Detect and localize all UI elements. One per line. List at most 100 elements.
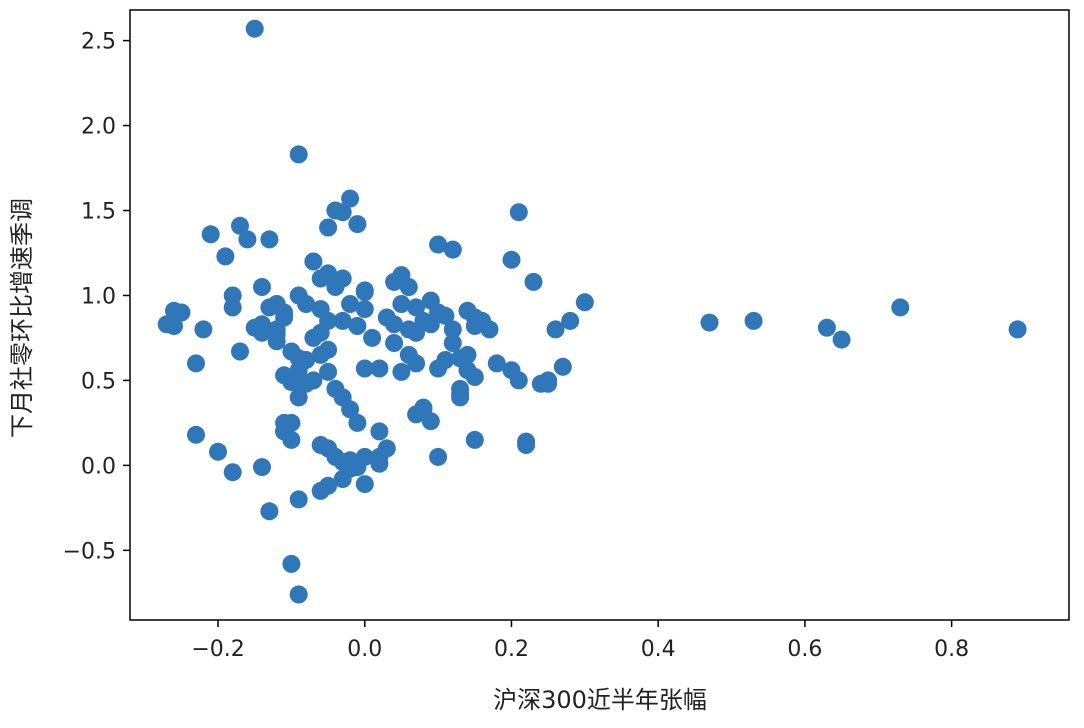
y-tick-label: 0.5 (81, 369, 116, 394)
data-point (700, 313, 719, 332)
data-point (458, 301, 477, 320)
data-point (392, 295, 411, 313)
data-point (451, 388, 470, 407)
data-point (443, 240, 462, 259)
x-tick-label: 0.0 (347, 637, 382, 662)
data-point (392, 362, 411, 381)
data-point (260, 502, 279, 521)
data-point (187, 354, 205, 373)
data-point (253, 323, 271, 342)
x-tick-label: 0.6 (787, 637, 822, 662)
data-point (326, 201, 345, 220)
data-point (245, 19, 264, 38)
data-point (341, 400, 360, 419)
data-point (289, 490, 308, 509)
x-tick-label: 0.8 (934, 637, 969, 662)
data-point (363, 328, 382, 347)
data-point (319, 362, 338, 381)
data-point (517, 432, 536, 451)
data-point (539, 374, 558, 393)
data-point (231, 216, 249, 235)
data-point (194, 320, 213, 339)
y-tick-label: 2.0 (81, 115, 116, 140)
data-point (157, 315, 176, 334)
data-point (385, 272, 404, 291)
data-point (407, 298, 426, 317)
data-point (509, 203, 528, 222)
y-tick-label: 1.5 (81, 200, 116, 225)
data-point (289, 388, 308, 407)
data-point (399, 278, 418, 296)
data-point (370, 359, 389, 378)
data-point (341, 189, 360, 208)
data-point (282, 430, 301, 449)
data-point (209, 442, 227, 461)
x-axis-label: 沪深300近半年张幅 (493, 686, 707, 714)
data-point (348, 317, 367, 335)
data-point (465, 317, 484, 335)
data-point (311, 323, 330, 342)
data-point (333, 470, 352, 488)
data-point (832, 330, 851, 349)
data-point (465, 430, 484, 449)
y-tick-label: 0.0 (81, 454, 116, 479)
data-point (458, 345, 477, 364)
data-point (341, 295, 360, 313)
data-point (502, 250, 521, 269)
y-axis-label: 下月社零环比增速季调 (8, 198, 36, 438)
data-point (546, 320, 565, 339)
data-point (891, 298, 910, 317)
data-point (436, 306, 455, 325)
data-point (355, 359, 374, 378)
data-point (282, 342, 301, 361)
data-point (407, 354, 426, 373)
data-point (201, 225, 220, 244)
data-point (223, 463, 242, 482)
data-point (319, 340, 338, 359)
data-point (385, 315, 404, 334)
data-point (575, 293, 594, 312)
data-point (187, 425, 205, 444)
data-point (480, 320, 499, 339)
data-point (465, 368, 484, 386)
data-point (289, 585, 308, 604)
data-point (326, 447, 345, 466)
data-point (443, 334, 462, 352)
data-point (216, 247, 235, 266)
data-point (333, 269, 352, 288)
data-point (348, 458, 367, 477)
x-tick-label: −0.2 (191, 637, 244, 662)
data-point (304, 252, 323, 271)
y-tick-label: 1.0 (81, 284, 116, 309)
data-point (319, 476, 338, 495)
data-point (260, 230, 279, 249)
data-point (165, 301, 183, 320)
data-point (333, 311, 352, 330)
y-axis-ticks: 2.5 2.0 1.5 1.0 0.5 0.0 −0.5 (63, 30, 130, 564)
data-point (319, 218, 338, 237)
data-point (817, 318, 836, 337)
x-tick-label: 0.4 (641, 637, 676, 662)
data-point (553, 357, 572, 376)
data-point (282, 554, 301, 573)
data-point (355, 281, 374, 300)
data-point (524, 272, 543, 291)
data-point (238, 230, 257, 249)
data-point (370, 454, 389, 473)
data-point (421, 315, 440, 334)
data-point (744, 311, 763, 330)
data-point (429, 447, 448, 466)
y-tick-label: −0.5 (63, 539, 116, 564)
data-point (297, 351, 316, 369)
data-point (348, 413, 367, 432)
data-point (355, 300, 374, 319)
data-point (561, 311, 580, 330)
data-points (157, 19, 1027, 604)
data-point (297, 295, 316, 313)
x-axis-ticks: −0.2 0.0 0.2 0.4 0.6 0.8 (191, 620, 969, 662)
data-point (414, 400, 433, 419)
data-point (487, 354, 506, 373)
data-point (304, 371, 323, 390)
data-point (267, 332, 286, 351)
data-point (253, 458, 271, 477)
